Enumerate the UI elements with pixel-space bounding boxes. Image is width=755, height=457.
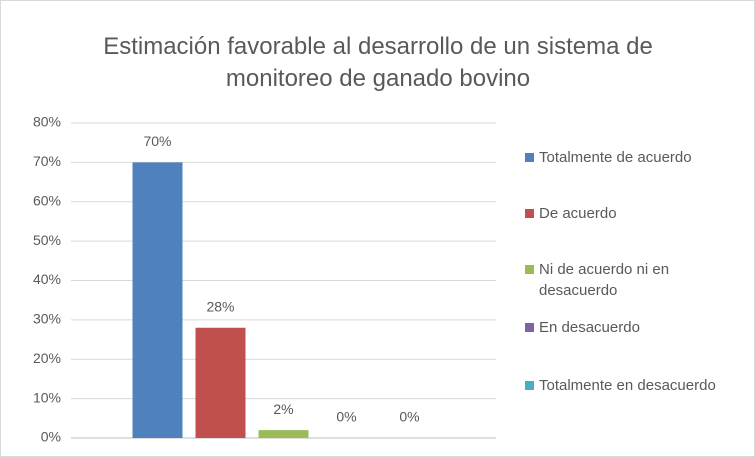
legend-item: De acuerdo (525, 203, 730, 224)
y-tick-label: 80% (33, 114, 61, 130)
legend-swatch (525, 323, 534, 332)
legend-label: De acuerdo (539, 205, 617, 222)
legend-label: Totalmente en desacuerdo (539, 377, 716, 394)
data-label: 0% (399, 409, 419, 425)
y-tick-label: 50% (33, 232, 61, 248)
data-label: 70% (143, 133, 171, 149)
chart-title: Estimación favorable al desarrollo de un… (103, 33, 653, 92)
bar (132, 162, 183, 438)
legend-item: Ni de acuerdo ni en desacuerdo (525, 259, 730, 301)
y-tick-label: 0% (41, 429, 61, 445)
legend-swatch (525, 153, 534, 162)
legend-label: Ni de acuerdo ni en desacuerdo (539, 261, 670, 299)
legend-label: Totalmente de acuerdo (539, 149, 692, 166)
legend-swatch (525, 209, 534, 218)
y-tick-label: 30% (33, 311, 61, 327)
data-label: 28% (206, 298, 234, 314)
legend-swatch (525, 381, 534, 390)
y-tick-label: 10% (33, 389, 61, 405)
legend-item: En desacuerdo (525, 317, 730, 338)
legend-label: En desacuerdo (539, 319, 640, 336)
data-label: 2% (273, 401, 293, 417)
y-tick-label: 40% (33, 271, 61, 287)
legend-item: Totalmente en desacuerdo (525, 375, 730, 396)
bar (258, 430, 309, 438)
y-tick-label: 20% (33, 350, 61, 366)
legend-item: Totalmente de acuerdo (525, 147, 730, 168)
data-label: 0% (336, 409, 356, 425)
bar (195, 327, 246, 438)
legend-swatch (525, 265, 534, 274)
y-tick-label: 70% (33, 153, 61, 169)
y-tick-label: 60% (33, 192, 61, 208)
